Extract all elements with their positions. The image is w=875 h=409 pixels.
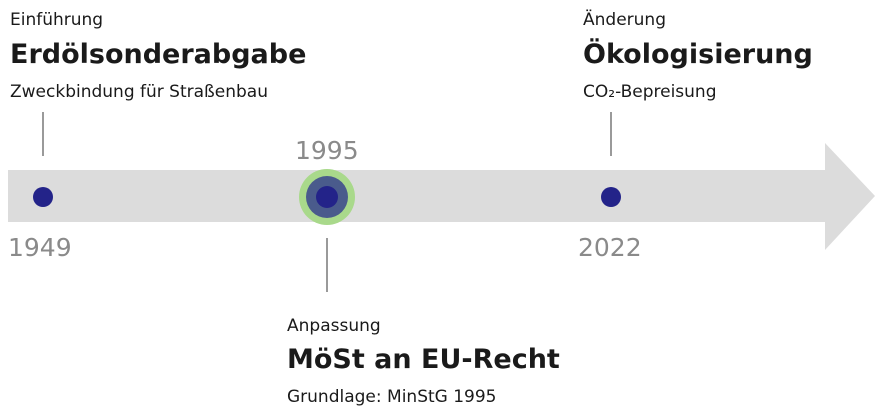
event-subtitle: CO₂-Bepreisung [583,82,717,102]
year: 2022 [578,233,642,262]
event-title: MöSt an EU-Recht [287,344,560,375]
year: 1995 [295,136,359,165]
event-dot [316,186,338,208]
event-dot [601,187,621,207]
year: 1949 [8,233,72,262]
event-title: Ökologisierung [583,37,813,70]
event-subtitle: Zweckbindung für Straßenbau [10,82,268,102]
event-kicker: Anpassung [287,316,381,336]
event-subtitle: Grundlage: MinStG 1995 [287,387,497,407]
timeline-arrow [8,143,875,250]
event-kicker: Einführung [10,10,103,30]
event-title: Erdölsonderabgabe [10,39,306,70]
event-kicker: Änderung [583,9,666,30]
event-dot [33,187,53,207]
